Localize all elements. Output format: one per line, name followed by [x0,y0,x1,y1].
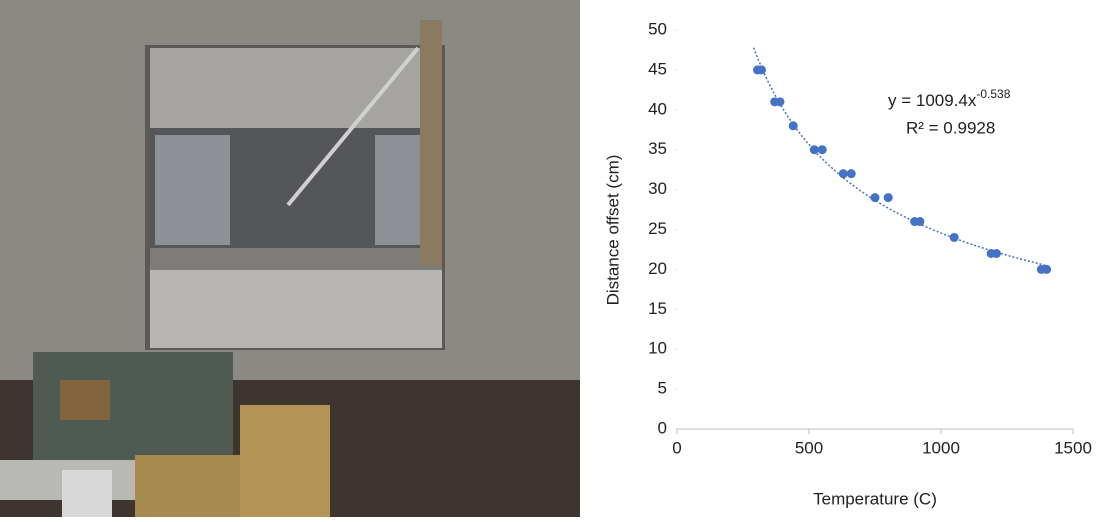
y-tick-label: 25 [648,219,667,238]
x-tick-label: 0 [672,438,681,457]
data-point [775,97,785,107]
trendline [752,47,1049,267]
r-squared: R² = 0.9928 [906,118,995,137]
data-point [838,169,848,179]
grille-left [155,135,230,245]
x-tick-label: 1000 [922,438,960,457]
data-point [846,169,856,179]
data-point [809,145,819,155]
data-point [817,145,827,155]
photo [0,0,580,517]
data-point [1042,264,1052,274]
y-tick-label: 40 [648,99,667,118]
y-tick-label: 45 [648,59,667,78]
y-tick-label: 5 [658,379,667,398]
y-tick-label: 10 [648,339,667,358]
rust-spot [60,380,110,420]
probe-rod [286,46,420,207]
data-point [870,193,880,203]
x-tick-label: 1500 [1054,438,1092,457]
x-tick-label: 500 [795,438,823,457]
data-point [991,248,1001,258]
chart: y = 1009.4x-0.538 R² = 0.9928 Temperatur… [603,19,1091,508]
brass-elbow [240,405,330,517]
equation-exponent: -0.538 [976,87,1010,101]
y-axis-label: Distance offset (cm) [603,155,622,306]
ground [150,270,442,348]
data-point [756,65,766,75]
y-tick-label: 35 [648,139,667,158]
y-tick-label: 20 [648,259,667,278]
data-point [883,193,893,203]
wall-top [150,48,442,128]
equation-text: y = 1009.4x [888,91,977,110]
y-tick-label: 15 [648,299,667,318]
pipe-clamp [62,470,112,517]
y-tick-label: 50 [648,19,667,38]
clamp [420,20,442,265]
trendline-equation: y = 1009.4x-0.538 [888,87,1011,110]
data-point [788,121,798,131]
data-point [949,232,959,242]
y-tick-label: 0 [658,418,667,437]
data-point [915,217,925,227]
x-axis-label: Temperature (C) [813,489,937,508]
y-tick-label: 30 [648,179,667,198]
